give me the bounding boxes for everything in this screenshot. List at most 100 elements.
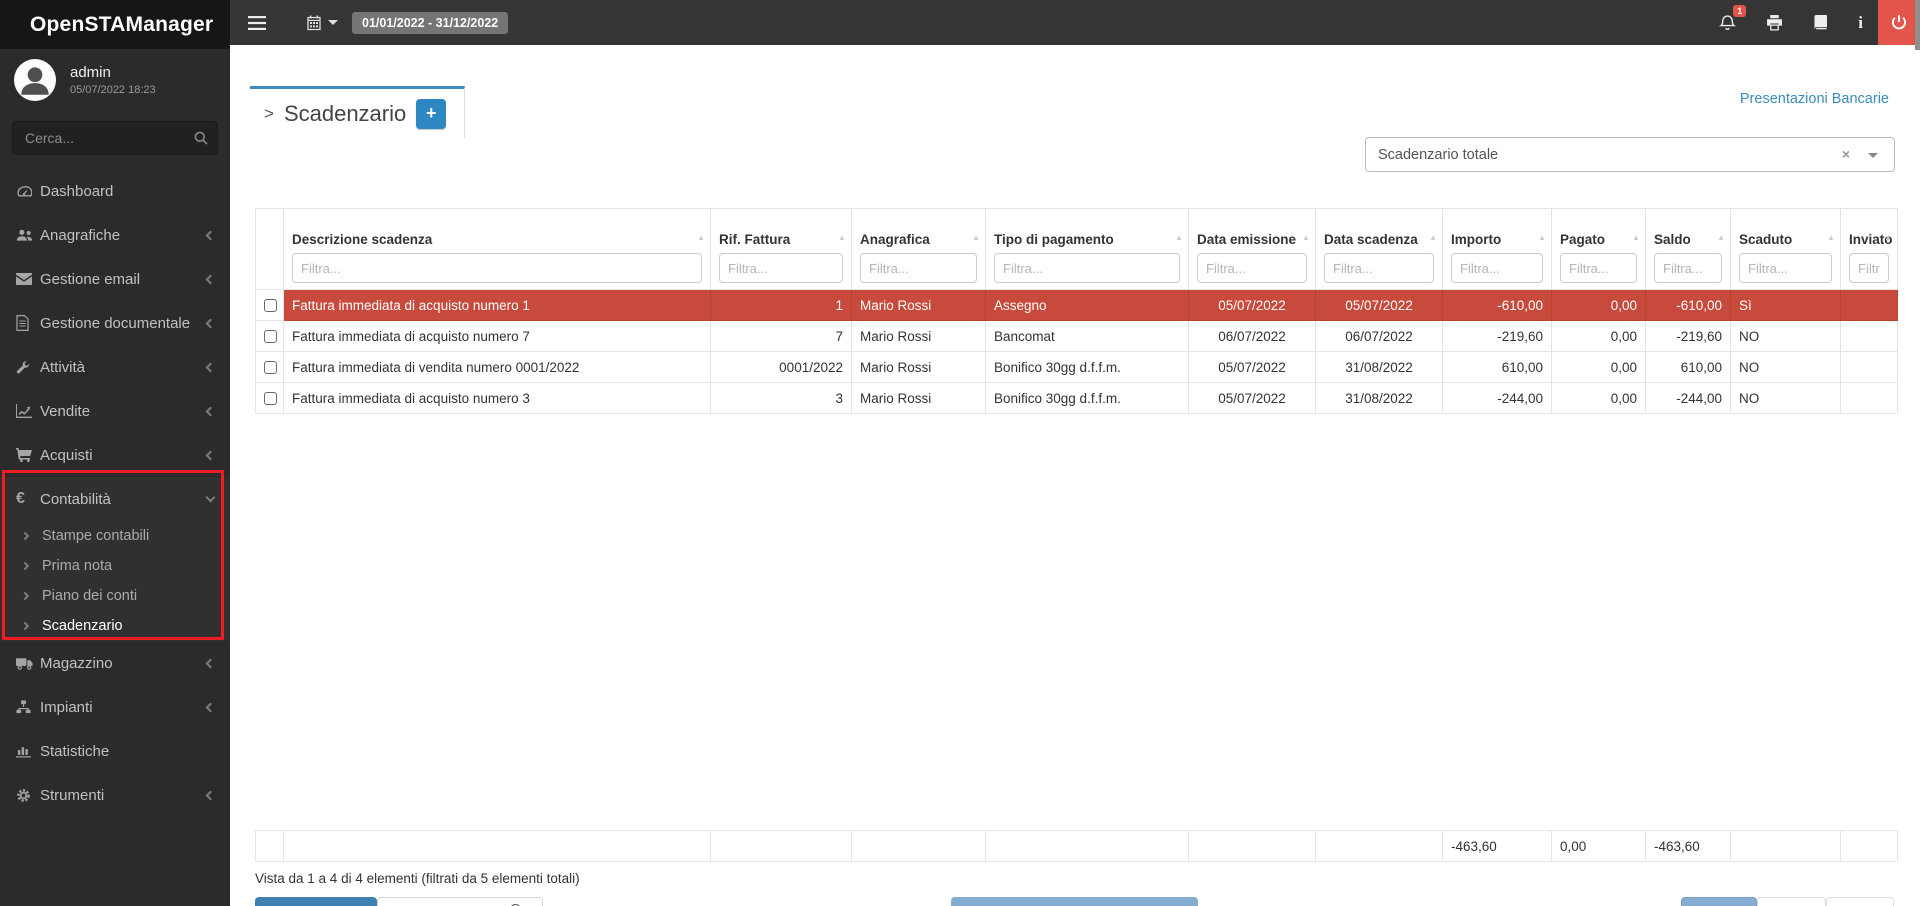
sort-icon[interactable]: ▲ — [1884, 233, 1892, 242]
table-row[interactable]: Fattura immediata di acquisto numero 1 1… — [255, 289, 1898, 321]
cell-emissione[interactable]: 05/07/2022 — [1188, 382, 1316, 414]
sort-icon[interactable]: ▲ — [1632, 233, 1640, 242]
search-icon[interactable] — [194, 131, 208, 145]
cell-rif[interactable]: 1 — [710, 289, 852, 321]
bulk-action-button[interactable] — [255, 897, 377, 906]
cell-scaduto[interactable]: NO — [1730, 320, 1841, 352]
cell-descrizione[interactable]: Fattura immediata di acquisto numero 7 — [283, 320, 711, 352]
filter-input-rif-fattura[interactable] — [719, 253, 843, 283]
info-button[interactable]: i — [1843, 0, 1878, 45]
row-checkbox[interactable] — [264, 392, 277, 406]
cell-rif[interactable]: 3 — [710, 382, 852, 414]
column-pagato[interactable]: Pagato ▲ — [1551, 208, 1646, 290]
cell-rif[interactable]: 0001/2022 — [710, 351, 852, 383]
column-saldo[interactable]: Saldo ▲ — [1645, 208, 1731, 290]
table-row[interactable]: Fattura immediata di acquisto numero 3 3… — [255, 382, 1898, 414]
sort-icon[interactable]: ▲ — [1538, 233, 1546, 242]
cell-importo[interactable]: -219,60 — [1442, 320, 1552, 352]
cell-descrizione[interactable]: Fattura immediata di acquisto numero 3 — [283, 382, 711, 414]
sidebar-item-strumenti[interactable]: Strumenti — [0, 773, 230, 817]
tab-scadenzario[interactable]: > Scadenzario + — [250, 86, 466, 138]
cell-scaduto[interactable]: NO — [1730, 351, 1841, 383]
column-data-scadenza[interactable]: Data scadenza ▲ — [1315, 208, 1443, 290]
filter-input-inviato[interactable] — [1849, 253, 1889, 283]
table-row[interactable]: Fattura immediata di vendita numero 0001… — [255, 351, 1898, 383]
logout-button[interactable] — [1878, 0, 1920, 45]
cell-importo[interactable]: -244,00 — [1442, 382, 1552, 414]
pagination-page-active[interactable] — [1681, 897, 1757, 906]
sort-icon[interactable]: ▲ — [1717, 233, 1725, 242]
cell-scadenza[interactable]: 06/07/2022 — [1315, 320, 1443, 352]
presentazioni-bancarie-link[interactable]: Presentazioni Bancarie — [1739, 91, 1889, 107]
cell-scaduto[interactable]: NO — [1730, 382, 1841, 414]
manual-button[interactable] — [1798, 0, 1843, 45]
app-logo[interactable]: OpenSTAManager — [0, 0, 230, 49]
cell-tipo[interactable]: Bancomat — [985, 320, 1189, 352]
cell-emissione[interactable]: 05/07/2022 — [1188, 351, 1316, 383]
cell-pagato[interactable]: 0,00 — [1551, 289, 1646, 321]
search-input[interactable] — [12, 121, 218, 155]
filter-input-pagato[interactable] — [1560, 253, 1637, 283]
cell-rif[interactable]: 7 — [710, 320, 852, 352]
filter-input-data-emissione[interactable] — [1197, 253, 1307, 283]
cell-saldo[interactable]: 610,00 — [1645, 351, 1731, 383]
calendar-menu[interactable] — [282, 15, 352, 31]
cell-scadenza[interactable]: 31/08/2022 — [1315, 382, 1443, 414]
hamburger-icon[interactable] — [230, 15, 282, 30]
sidebar-item-dashboard[interactable]: Dashboard — [0, 169, 230, 213]
column-data-emissione[interactable]: Data emissione ▲ — [1188, 208, 1316, 290]
print-button[interactable] — [1751, 0, 1798, 45]
sidebar-item-piano-dei-conti[interactable]: Piano dei conti — [0, 581, 230, 611]
scadenzario-filter-select[interactable]: Scadenzario totale × — [1365, 137, 1895, 172]
cell-anagrafica[interactable]: Mario Rossi — [851, 289, 986, 321]
cell-scadenza[interactable]: 31/08/2022 — [1315, 351, 1443, 383]
filter-input-data-scadenza[interactable] — [1324, 253, 1434, 283]
cell-descrizione[interactable]: Fattura immediata di acquisto numero 1 — [283, 289, 711, 321]
sidebar-item-prima-nota[interactable]: Prima nota — [0, 551, 230, 581]
date-range-badge[interactable]: 01/01/2022 - 31/12/2022 — [352, 11, 509, 34]
sort-icon[interactable]: ▲ — [1429, 233, 1437, 242]
sidebar-item-gestione-email[interactable]: Gestione email — [0, 257, 230, 301]
column-scaduto[interactable]: Scaduto ▲ — [1730, 208, 1841, 290]
cell-saldo[interactable]: -219,60 — [1645, 320, 1731, 352]
cell-anagrafica[interactable]: Mario Rossi — [851, 382, 986, 414]
cell-inviato[interactable] — [1840, 351, 1898, 383]
sort-icon[interactable]: ▲ — [1175, 233, 1183, 242]
sidebar-item-attivita[interactable]: Attività — [0, 345, 230, 389]
sidebar-item-acquisti[interactable]: Acquisti — [0, 433, 230, 477]
filter-input-saldo[interactable] — [1654, 253, 1722, 283]
column-inviato[interactable]: Inviato ▲ — [1840, 208, 1898, 290]
sort-icon[interactable]: ▲ — [1827, 233, 1835, 242]
cell-anagrafica[interactable]: Mario Rossi — [851, 351, 986, 383]
cell-inviato[interactable] — [1840, 289, 1898, 321]
rows-per-page-button[interactable] — [951, 897, 1198, 906]
cell-pagato[interactable]: 0,00 — [1551, 320, 1646, 352]
sidebar-item-anagrafiche[interactable]: Anagrafiche — [0, 213, 230, 257]
cell-pagato[interactable]: 0,00 — [1551, 382, 1646, 414]
sidebar-item-gestione-documentale[interactable]: Gestione documentale — [0, 301, 230, 345]
export-button[interactable] — [377, 897, 543, 906]
scrollbar[interactable] — [1915, 0, 1920, 50]
filter-input-anagrafica[interactable] — [860, 253, 977, 283]
cell-saldo[interactable]: -244,00 — [1645, 382, 1731, 414]
cell-pagato[interactable]: 0,00 — [1551, 351, 1646, 383]
cell-inviato[interactable] — [1840, 382, 1898, 414]
sidebar-item-impianti[interactable]: Impianti — [0, 685, 230, 729]
sidebar-item-magazzino[interactable]: Magazzino — [0, 641, 230, 685]
row-checkbox[interactable] — [264, 330, 277, 344]
cell-tipo[interactable]: Bonifico 30gg d.f.f.m. — [985, 351, 1189, 383]
cell-tipo[interactable]: Assegno — [985, 289, 1189, 321]
table-row[interactable]: Fattura immediata di acquisto numero 7 7… — [255, 320, 1898, 352]
sidebar-item-contabilita[interactable]: € Contabilità — [0, 477, 230, 521]
cell-descrizione[interactable]: Fattura immediata di vendita numero 0001… — [283, 351, 711, 383]
cell-emissione[interactable]: 05/07/2022 — [1188, 289, 1316, 321]
cell-anagrafica[interactable]: Mario Rossi — [851, 320, 986, 352]
sort-icon[interactable]: ▲ — [1302, 233, 1310, 242]
row-checkbox[interactable] — [264, 361, 277, 375]
clear-icon[interactable]: × — [1841, 146, 1850, 162]
add-button[interactable]: + — [416, 98, 447, 129]
cell-inviato[interactable] — [1840, 320, 1898, 352]
column-descrizione[interactable]: Descrizione scadenza ▲ — [283, 208, 711, 290]
sort-icon[interactable]: ▲ — [697, 233, 705, 242]
sidebar-item-statistiche[interactable]: Statistiche — [0, 729, 230, 773]
